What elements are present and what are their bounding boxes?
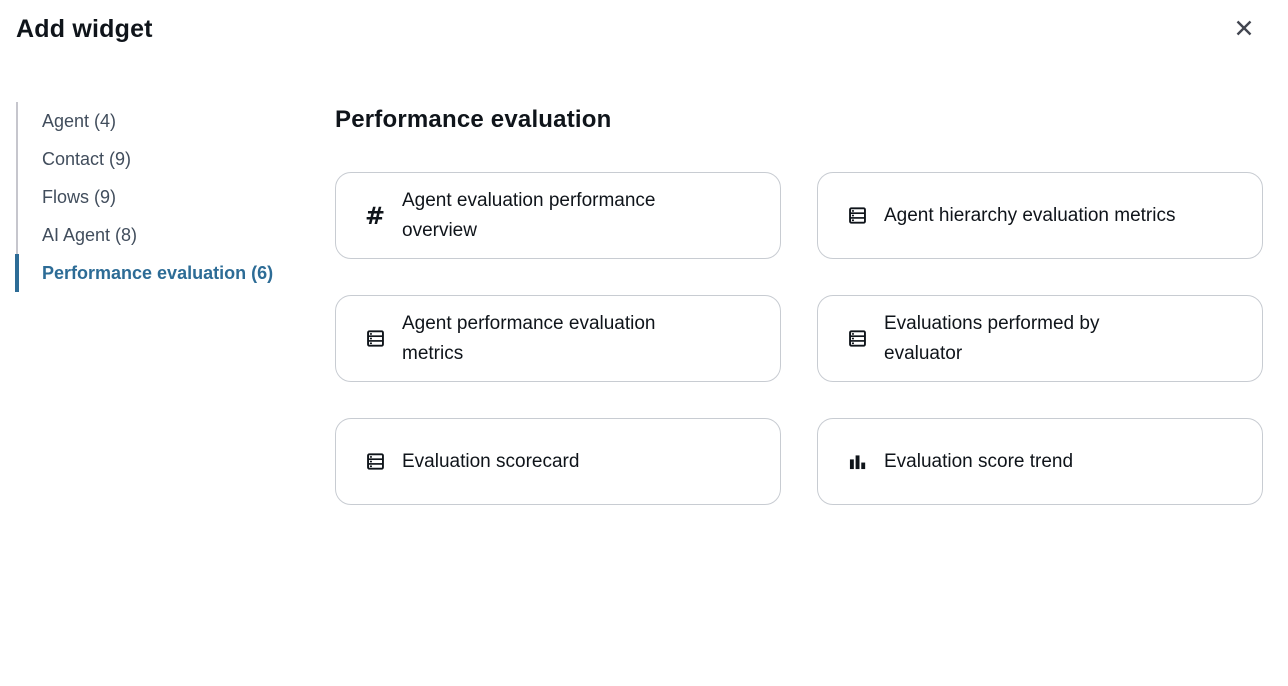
sidebar-item-flows-9[interactable]: Flows (9)	[16, 178, 334, 216]
widget-card-evaluations-performed-by-evaluator[interactable]: Evaluations performed by evaluator	[817, 295, 1263, 382]
close-icon	[1230, 14, 1258, 42]
bar-chart-icon	[846, 451, 868, 472]
sidebar-item-performance-evaluation-6[interactable]: Performance evaluation (6)	[15, 254, 334, 292]
sidebar-item-contact-9[interactable]: Contact (9)	[16, 140, 334, 178]
widget-card-evaluation-scorecard[interactable]: Evaluation scorecard	[335, 418, 781, 505]
sidebar-item-label: AI Agent (8)	[42, 225, 138, 245]
widget-card-label: Agent performance evaluation metrics	[402, 312, 656, 364]
sidebar-item-label: Contact (9)	[42, 149, 132, 169]
widget-card-evaluation-score-trend[interactable]: Evaluation score trend	[817, 418, 1263, 505]
close-button[interactable]	[1223, 7, 1265, 49]
sidebar-item-ai-agent-8[interactable]: AI Agent (8)	[16, 216, 334, 254]
widget-grid: # Agent evaluation performance overview Age…	[335, 172, 1263, 505]
widget-card-label: Agent evaluation performance overview	[402, 189, 656, 241]
table-icon	[846, 328, 868, 349]
sidebar-item-agent-4[interactable]: Agent (4)	[16, 102, 334, 140]
widget-card-label: Agent hierarchy evaluation metrics	[884, 204, 1176, 226]
table-icon	[364, 451, 386, 472]
sidebar-item-label: Agent (4)	[42, 111, 117, 131]
sidebar-item-label: Performance evaluation (6)	[42, 263, 274, 283]
widget-card-agent-evaluation-performance-overview[interactable]: # Agent evaluation performance overview	[335, 172, 781, 259]
widget-card-label: Evaluations performed by evaluator	[884, 312, 1100, 364]
widget-card-label: Evaluation score trend	[884, 450, 1074, 472]
category-heading: Performance evaluation	[335, 106, 612, 133]
table-icon	[364, 328, 386, 349]
widget-card-label: Evaluation scorecard	[402, 450, 580, 472]
sidebar-nav: Agent (4) Contact (9) Flows (9) AI Agent (8…	[15, 102, 334, 292]
sidebar-item-label: Flows (9)	[42, 187, 117, 207]
widget-card-agent-hierarchy-evaluation-metrics[interactable]: Agent hierarchy evaluation metrics	[817, 172, 1263, 259]
dialog-title: Add widget	[16, 15, 153, 43]
widget-card-agent-performance-evaluation-metrics[interactable]: Agent performance evaluation metrics	[335, 295, 781, 382]
table-icon	[846, 205, 868, 226]
number-icon: #	[364, 201, 386, 230]
